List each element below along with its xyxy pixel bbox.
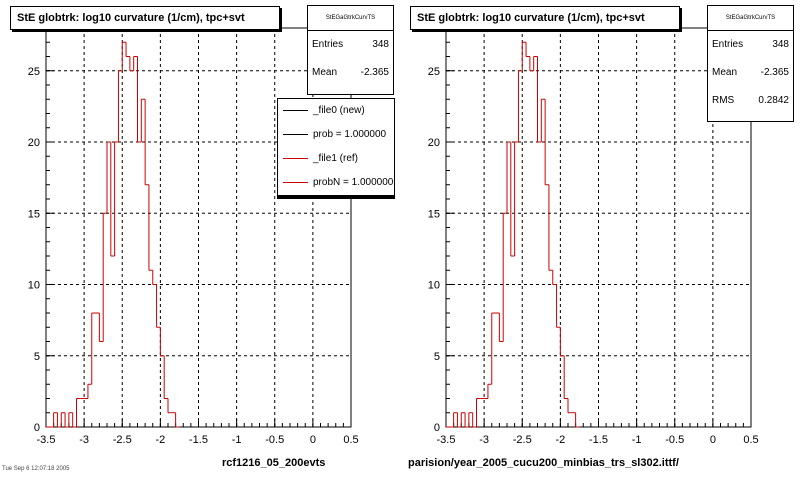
legend-swatch-file1 bbox=[283, 158, 308, 159]
right-stats-mean-row: Mean -2.365 bbox=[708, 59, 793, 87]
left-x-tick-label: 0.5 bbox=[343, 434, 358, 446]
right-stats-box: StEGaGtrkCurvTS Entries 348 Mean -2.365 … bbox=[707, 5, 794, 122]
right-x-tick-label: 0 bbox=[710, 434, 716, 446]
legend-swatch-probn bbox=[283, 182, 308, 183]
right-stats-entries-value: 348 bbox=[772, 39, 789, 50]
left-stats-entries-row: Entries 348 bbox=[308, 31, 393, 59]
left-legend: _file0 (new) prob = 1.000000 _file1 (ref… bbox=[277, 98, 395, 196]
right-stats-entries-row: Entries 348 bbox=[708, 31, 793, 59]
right-y-tick-label: 15 bbox=[428, 208, 440, 220]
legend-label-file1: _file1 (ref) bbox=[313, 153, 359, 164]
right-x-tick-label: -1 bbox=[632, 434, 642, 446]
left-y-tick-label: 15 bbox=[28, 208, 40, 220]
right-x-tick-label: -2 bbox=[555, 434, 565, 446]
left-stats-box: StEGaGtrkCurvTS Entries 348 Mean -2.365 bbox=[307, 5, 394, 95]
right-x-tick-label: -3 bbox=[479, 434, 489, 446]
left-stats-mean-label: Mean bbox=[312, 67, 338, 78]
left-stats-name: StEGaGtrkCurvTS bbox=[308, 6, 393, 31]
right-y-tick-label: 10 bbox=[428, 280, 440, 292]
legend-entry-probn: probN = 1.000000 bbox=[278, 171, 394, 195]
left-stats-entries-label: Entries bbox=[312, 39, 344, 50]
left-x-tick-label: -0.5 bbox=[265, 434, 284, 446]
left-plot-title: StE globtrk: log10 curvature (1/cm), tpc… bbox=[10, 6, 280, 30]
left-y-tick-label: 10 bbox=[28, 280, 40, 292]
legend-label-probn: probN = 1.000000 bbox=[313, 177, 394, 188]
right-stats-rms-value: 0.2842 bbox=[758, 95, 789, 106]
left-y-tick-label: 0 bbox=[34, 422, 40, 434]
right-plot-title: StE globtrk: log10 curvature (1/cm), tpc… bbox=[410, 6, 680, 30]
legend-label-file0: _file0 (new) bbox=[313, 105, 365, 116]
left-x-tick-label: -3 bbox=[79, 434, 89, 446]
right-x-axis-label: parision/year_2005_cucu200_minbias_trs_s… bbox=[408, 457, 679, 469]
legend-entry-prob: prob = 1.000000 bbox=[278, 123, 394, 147]
left-x-tick-label: -3.5 bbox=[37, 434, 56, 446]
right-y-tick-label: 0 bbox=[434, 422, 440, 434]
right-y-tick-label: 25 bbox=[428, 66, 440, 78]
right-x-tick-label: -1.5 bbox=[589, 434, 608, 446]
legend-entry-file0: _file0 (new) bbox=[278, 99, 394, 123]
left-x-tick-label: -2.5 bbox=[113, 434, 132, 446]
right-stats-rms-label: RMS bbox=[712, 95, 735, 106]
right-stats-mean-value: -2.365 bbox=[760, 67, 789, 78]
left-y-tick-label: 5 bbox=[34, 351, 40, 363]
left-stats-mean-row: Mean -2.365 bbox=[308, 59, 393, 87]
legend-entry-file1: _file1 (ref) bbox=[278, 147, 394, 171]
right-stats-entries-label: Entries bbox=[712, 39, 744, 50]
left-y-tick-label: 25 bbox=[28, 66, 40, 78]
right-histogram-panel: -3.5 -3 -2.5 -2 -1.5 -1 -0.5 0 0.5 0 5 10 15 20 25 bbox=[428, 27, 759, 446]
right-x-tick-label: 0.5 bbox=[743, 434, 758, 446]
right-x-tick-label: -0.5 bbox=[665, 434, 684, 446]
legend-swatch-file0 bbox=[283, 110, 308, 111]
right-stats-name: StEGaGtrkCurvTS bbox=[708, 6, 793, 31]
left-x-tick-label: -1.5 bbox=[189, 434, 208, 446]
right-stats-rms-row: RMS 0.2842 bbox=[708, 87, 793, 115]
legend-label-prob: prob = 1.000000 bbox=[313, 129, 387, 140]
left-x-tick-label: -2 bbox=[155, 434, 165, 446]
left-histogram-panel: -3.5 -3 -2.5 -2 -1.5 -1 -0.5 0 0.5 0 5 10 15 20 25 bbox=[28, 27, 359, 446]
left-x-axis-label: rcf1216_05_200evts bbox=[222, 457, 326, 469]
right-y-tick-label: 20 bbox=[428, 137, 440, 149]
legend-swatch-prob bbox=[283, 134, 308, 135]
left-stats-mean-value: -2.365 bbox=[360, 67, 389, 78]
footer-date: Tue Sep 6 12:07:18 2005 bbox=[2, 466, 70, 472]
right-x-tick-label: -2.5 bbox=[513, 434, 532, 446]
right-x-tick-label: -3.5 bbox=[437, 434, 456, 446]
left-y-tick-label: 20 bbox=[28, 137, 40, 149]
right-stats-mean-label: Mean bbox=[712, 67, 738, 78]
left-x-tick-label: 0 bbox=[310, 434, 316, 446]
right-y-tick-label: 5 bbox=[434, 351, 440, 363]
left-x-tick-label: -1 bbox=[232, 434, 242, 446]
left-stats-entries-value: 348 bbox=[372, 39, 389, 50]
